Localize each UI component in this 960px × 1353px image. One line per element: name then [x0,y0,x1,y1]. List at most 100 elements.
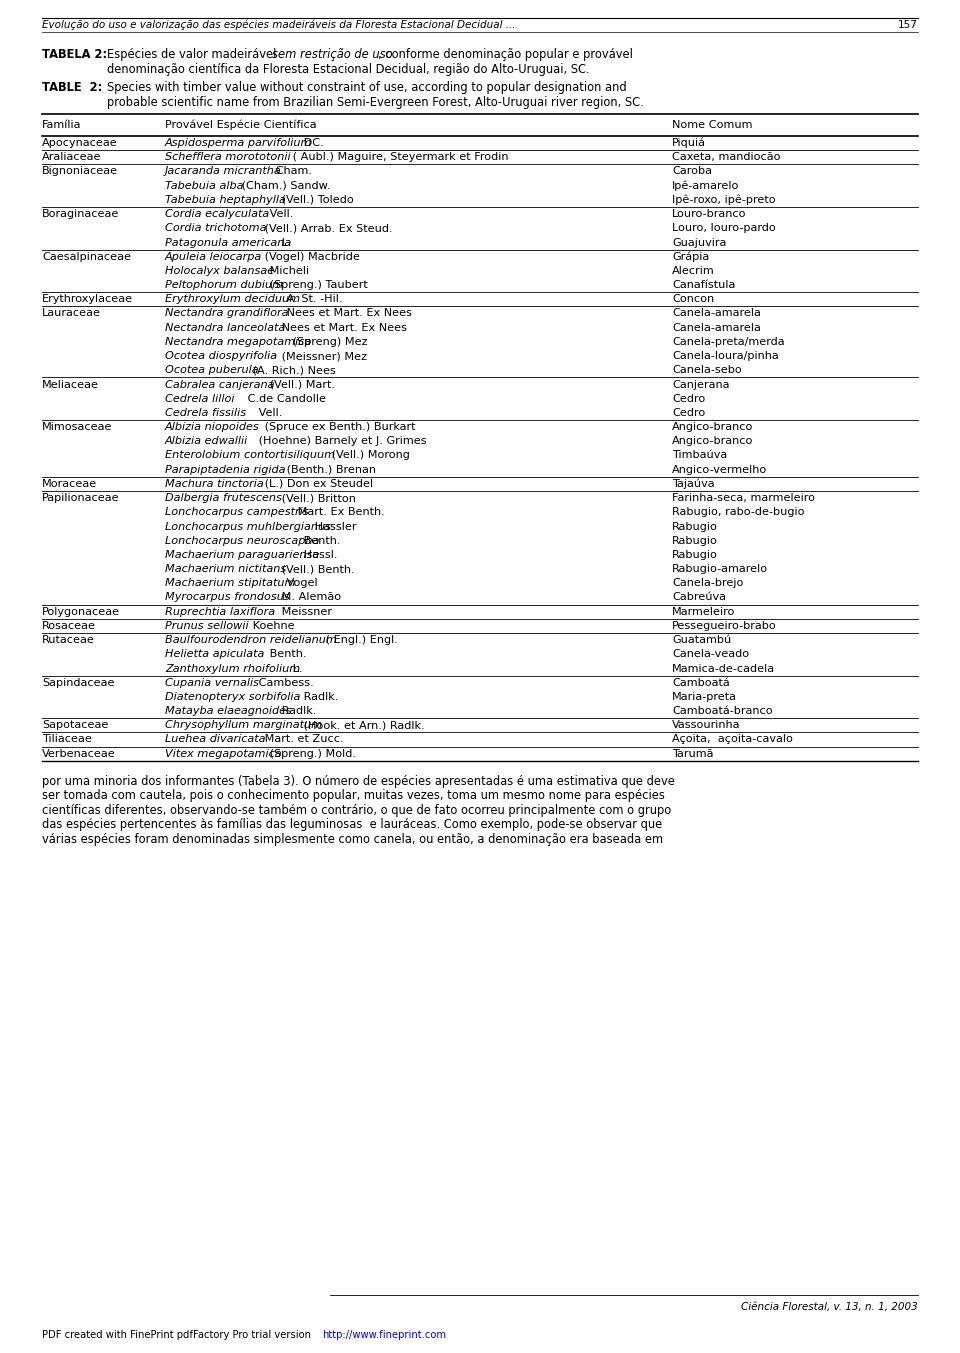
Text: Jacaranda micrantha: Jacaranda micrantha [165,166,281,176]
Text: Nectandra grandiflora: Nectandra grandiflora [165,308,289,318]
Text: Benth.: Benth. [266,649,307,659]
Text: Espécies de valor madeirável: Espécies de valor madeirável [107,47,280,61]
Text: Canela-amarela: Canela-amarela [672,323,761,333]
Text: Maria-preta: Maria-preta [672,691,737,702]
Text: Araliaceae: Araliaceae [42,153,102,162]
Text: Nome Comum: Nome Comum [672,120,753,130]
Text: Cedrela fissilis: Cedrela fissilis [165,407,246,418]
Text: Erythroxylaceae: Erythroxylaceae [42,295,133,304]
Text: Cedro: Cedro [672,394,706,403]
Text: Moraceae: Moraceae [42,479,97,488]
Text: (Hoehne) Barnely et J. Grimes: (Hoehne) Barnely et J. Grimes [255,436,426,446]
Text: Camboatá: Camboatá [672,678,730,687]
Text: Rabugio, rabo-de-bugio: Rabugio, rabo-de-bugio [672,507,804,517]
Text: Vell.: Vell. [255,407,282,418]
Text: Timbaúva: Timbaúva [672,451,728,460]
Text: Tabebuia heptaphylla: Tabebuia heptaphylla [165,195,286,204]
Text: Tiliaceae: Tiliaceae [42,735,92,744]
Text: TABELA 2:: TABELA 2: [42,47,108,61]
Text: várias espécies foram denominadas simplesmente como canela, ou então, a denomina: várias espécies foram denominadas simple… [42,833,663,846]
Text: Rabugio: Rabugio [672,521,718,532]
Text: Helietta apiculata: Helietta apiculata [165,649,264,659]
Text: Mimosaceae: Mimosaceae [42,422,112,432]
Text: Erythroxylum deciduum: Erythroxylum deciduum [165,295,300,304]
Text: Machura tinctoria: Machura tinctoria [165,479,264,488]
Text: Cordia ecalyculata: Cordia ecalyculata [165,210,269,219]
Text: Ipê-roxo, ipê-preto: Ipê-roxo, ipê-preto [672,195,776,206]
Text: Nees et Mart. Ex Nees: Nees et Mart. Ex Nees [283,308,412,318]
Text: Dalbergia frutescens: Dalbergia frutescens [165,492,282,503]
Text: Caroba: Caroba [672,166,712,176]
Text: Parapiptadenia rigida: Parapiptadenia rigida [165,464,285,475]
Text: Marmeleiro: Marmeleiro [672,606,735,617]
Text: Schefflera morototonii: Schefflera morototonii [165,153,291,162]
Text: ser tomada com cautela, pois o conhecimento popular, muitas vezes, toma um mesmo: ser tomada com cautela, pois o conhecime… [42,789,665,802]
Text: Provável Espécie Científica: Provável Espécie Científica [165,120,317,130]
Text: Myrocarpus frondosus: Myrocarpus frondosus [165,593,290,602]
Text: Vitex megapotamica: Vitex megapotamica [165,748,281,759]
Text: Pessegueiro-brabo: Pessegueiro-brabo [672,621,777,630]
Text: Zanthoxylum rhoifolium: Zanthoxylum rhoifolium [165,663,300,674]
Text: Peltophorum dubium: Peltophorum dubium [165,280,283,290]
Text: Piquiá: Piquiá [672,138,706,149]
Text: Mart. Ex Benth.: Mart. Ex Benth. [295,507,385,517]
Text: Aspidosperma parvifolium: Aspidosperma parvifolium [165,138,313,147]
Text: Radlk.: Radlk. [277,706,316,716]
Text: denominação científica da Floresta Estacional Decidual, região do Alto-Uruguai, : denominação científica da Floresta Estac… [107,64,589,76]
Text: Rabugio-amarelo: Rabugio-amarelo [672,564,768,574]
Text: (Spreng.) Taubert: (Spreng.) Taubert [266,280,368,290]
Text: Cham.: Cham. [272,166,312,176]
Text: científicas diferentes, observando-se também o contrário, o que de fato ocorreu : científicas diferentes, observando-se ta… [42,804,671,817]
Text: Nectandra megapotamica: Nectandra megapotamica [165,337,311,346]
Text: das espécies pertencentes às famílias das leguminosas  e lauráceas. Como exemplo: das espécies pertencentes às famílias da… [42,819,662,831]
Text: Mart. et Zucc.: Mart. et Zucc. [260,735,344,744]
Text: Apocynaceae: Apocynaceae [42,138,118,147]
Text: Meissner: Meissner [277,606,331,617]
Text: Farinha-seca, marmeleiro: Farinha-seca, marmeleiro [672,492,815,503]
Text: Lonchocarpus muhlbergianus: Lonchocarpus muhlbergianus [165,521,331,532]
Text: C.de Candolle: C.de Candolle [244,394,325,403]
Text: M. Alemão: M. Alemão [277,593,341,602]
Text: ( Engl.) Engl.: ( Engl.) Engl. [323,635,398,645]
Text: Holocalyx balansae: Holocalyx balansae [165,267,275,276]
Text: (Cham.) Sandw.: (Cham.) Sandw. [238,181,330,191]
Text: por uma minoria dos informantes (Tabela 3). O número de espécies apresentadas é : por uma minoria dos informantes (Tabela … [42,775,675,787]
Text: TABLE  2:: TABLE 2: [42,81,103,93]
Text: Angico-branco: Angico-branco [672,436,754,446]
Text: Chrysophyllum marginatum: Chrysophyllum marginatum [165,720,323,731]
Text: Sapotaceae: Sapotaceae [42,720,108,731]
Text: Cabralea canjerana: Cabralea canjerana [165,379,275,390]
Text: Alecrim: Alecrim [672,267,715,276]
Text: (Vell.) Arrab. Ex Steud.: (Vell.) Arrab. Ex Steud. [260,223,393,233]
Text: http://www.fineprint.com: http://www.fineprint.com [322,1330,446,1339]
Text: Canela-loura/pinha: Canela-loura/pinha [672,350,779,361]
Text: Rosaceae: Rosaceae [42,621,96,630]
Text: Boraginaceae: Boraginaceae [42,210,119,219]
Text: L.: L. [277,238,291,248]
Text: Cedro: Cedro [672,407,706,418]
Text: DC.: DC. [300,138,324,147]
Text: Papilionaceae: Papilionaceae [42,492,120,503]
Text: Louro-branco: Louro-branco [672,210,747,219]
Text: (Spreng) Mez: (Spreng) Mez [289,337,368,346]
Text: Cabreúva: Cabreúva [672,593,726,602]
Text: Canjerana: Canjerana [672,379,730,390]
Text: Canela-sebo: Canela-sebo [672,365,742,375]
Text: Apuleia leiocarpa: Apuleia leiocarpa [165,252,262,261]
Text: Mamica-de-cadela: Mamica-de-cadela [672,663,775,674]
Text: Ciência Florestal, v. 13, n. 1, 2003: Ciência Florestal, v. 13, n. 1, 2003 [741,1302,918,1312]
Text: Koehne: Koehne [250,621,295,630]
Text: Patagonula americana: Patagonula americana [165,238,291,248]
Text: Caxeta, mandiocão: Caxeta, mandiocão [672,153,780,162]
Text: Sapindaceae: Sapindaceae [42,678,114,687]
Text: Lonchocarpus neuroscapha: Lonchocarpus neuroscapha [165,536,320,545]
Text: Ruprechtia laxiflora: Ruprechtia laxiflora [165,606,276,617]
Text: Prunus sellowii: Prunus sellowii [165,621,249,630]
Text: Concon: Concon [672,295,714,304]
Text: (Vogel) Macbride: (Vogel) Macbride [260,252,359,261]
Text: Meliaceae: Meliaceae [42,379,99,390]
Text: Açoita,  açoita-cavalo: Açoita, açoita-cavalo [672,735,793,744]
Text: Vell.: Vell. [266,210,294,219]
Text: Benth.: Benth. [300,536,341,545]
Text: Matayba elaeagnoides: Matayba elaeagnoides [165,706,292,716]
